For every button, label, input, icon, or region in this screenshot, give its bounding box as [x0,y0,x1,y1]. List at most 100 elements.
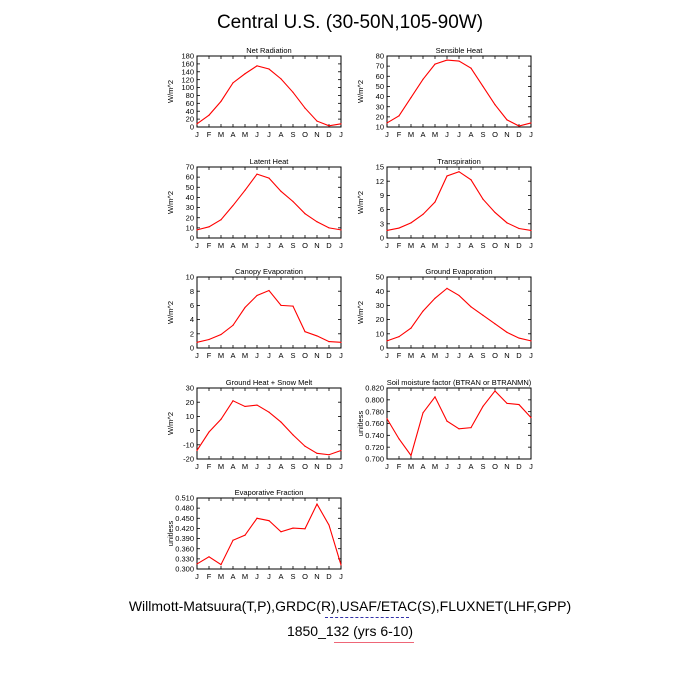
data-point [530,340,532,342]
x-tick-label: J [195,462,199,471]
data-point [220,333,222,336]
x-tick-label: F [207,130,212,139]
x-tick-label: J [267,351,271,360]
data-point [470,427,472,429]
data-point [530,229,532,232]
x-tick-label: M [242,462,248,471]
y-tick-label: 15 [376,163,384,172]
data-point [506,222,508,224]
x-tick-label: F [397,462,402,471]
x-tick-label: M [218,130,224,139]
data-point [196,449,198,452]
x-tick-label: O [302,572,308,581]
y-tick-label: 30 [376,102,384,111]
x-tick-label: S [480,462,485,471]
data-point [196,229,198,231]
x-tick-label: M [408,130,414,139]
data-point [410,327,412,329]
x-tick-label: A [230,462,235,471]
x-tick-label: N [314,351,319,360]
y-tick-label: 60 [376,72,384,81]
data-point [316,120,318,122]
data-point [292,305,294,307]
x-tick-label: A [468,462,473,471]
x-tick-label: A [468,241,473,250]
x-tick-label: J [385,130,389,139]
x-tick-label: A [420,130,425,139]
y-tick-label: 10 [376,123,384,132]
data-point [434,297,436,299]
x-tick-label: M [218,241,224,250]
x-tick-label: A [278,241,283,250]
data-point [482,405,484,407]
data-point [208,226,210,228]
data-point [328,454,330,456]
y-tick-label: 60 [186,173,194,182]
x-tick-label: N [504,241,509,250]
x-tick-label: O [492,130,498,139]
y-tick-label: 6 [190,301,194,310]
data-point [244,306,246,309]
chart-title: Latent Heat [250,157,290,166]
x-tick-label: M [408,241,414,250]
y-tick-label: 40 [376,92,384,101]
y-tick-label: 8 [190,287,194,296]
data-point [422,213,424,215]
x-tick-label: N [314,572,319,581]
y-tick-label: 12 [376,177,384,186]
plot-frame [386,276,532,349]
data-point [398,438,400,440]
data-point [470,306,472,308]
y-axis-label: W/m^2 [166,80,175,103]
data-point [340,449,342,452]
y-tick-label: 0 [380,234,384,243]
y-tick-label: 4 [190,315,194,324]
data-point [268,520,270,522]
chart-title: Evaporative Fraction [235,488,304,497]
y-tick-label: 100 [181,83,194,92]
data-point [304,213,306,215]
sources-underline [325,617,409,619]
data-point [328,125,330,127]
y-tick-label: -20 [183,455,194,464]
x-tick-label: A [420,351,425,360]
data-point [422,412,424,414]
y-tick-label: 30 [186,384,194,393]
series-line [386,390,532,457]
data-point [494,323,496,325]
data-point [196,341,198,343]
data-point [386,122,388,124]
y-tick-label: 0.700 [365,455,384,464]
x-tick-label: J [339,351,343,360]
data-point [410,222,412,224]
y-tick-label: 20 [376,112,384,121]
data-point [208,431,210,433]
x-tick-label: J [457,351,461,360]
x-tick-label: M [242,241,248,250]
data-point [494,104,496,106]
x-tick-label: F [397,351,402,360]
x-tick-label: M [218,572,224,581]
data-point [196,123,198,125]
y-tick-label: 10 [376,329,384,338]
data-point [458,171,460,173]
y-tick-label: 70 [376,62,384,71]
data-point [328,341,330,343]
data-point [410,454,412,457]
x-tick-label: S [480,241,485,250]
data-point [398,336,400,338]
data-point [208,338,210,341]
y-tick-label: 0.720 [365,443,384,452]
data-point [244,189,246,191]
data-point [268,177,270,179]
y-tick-label: 0.390 [175,534,194,543]
data-point [316,503,318,505]
series-line [196,400,342,456]
plot-frame [386,55,532,128]
data-point [458,60,460,62]
x-tick-label: J [457,462,461,471]
data-point [304,107,306,109]
data-point [482,198,484,200]
x-tick-label: F [207,351,212,360]
chart-title: Soil moisture factor (BTRAN or BTRANMN) [387,378,532,387]
